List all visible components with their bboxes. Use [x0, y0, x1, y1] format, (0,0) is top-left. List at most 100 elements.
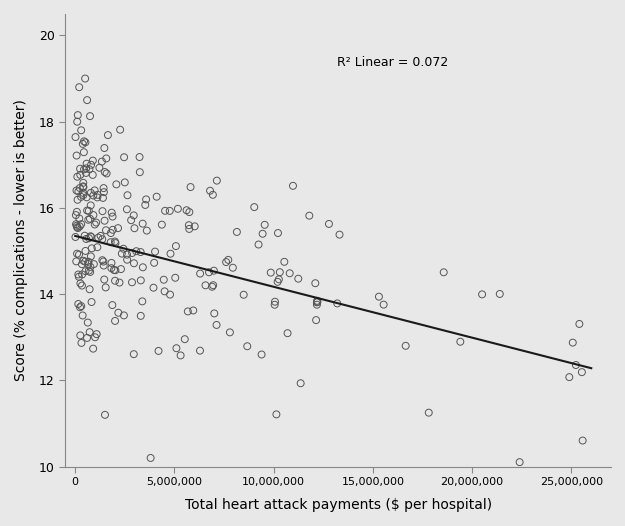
Point	[100, 168, 110, 176]
Point	[101, 226, 111, 235]
Point	[86, 252, 96, 260]
Point	[110, 317, 120, 325]
Point	[81, 164, 91, 173]
Point	[136, 276, 146, 285]
Point	[106, 264, 116, 272]
Point	[257, 350, 267, 359]
Point	[85, 268, 95, 276]
Point	[209, 309, 219, 318]
Point	[324, 220, 334, 228]
Point	[88, 156, 98, 165]
Text: R² Linear = 0.072: R² Linear = 0.072	[338, 56, 449, 68]
Point	[120, 178, 130, 187]
Point	[84, 234, 94, 242]
Point	[138, 219, 148, 228]
Point	[79, 137, 89, 146]
Point	[73, 300, 83, 308]
Point	[271, 410, 281, 419]
Point	[73, 270, 83, 279]
Point	[312, 300, 322, 309]
Point	[184, 208, 194, 216]
Point	[89, 260, 99, 268]
Point	[176, 351, 186, 360]
Point	[116, 265, 126, 274]
Point	[312, 298, 322, 307]
Point	[99, 275, 109, 284]
Point	[439, 268, 449, 277]
Point	[221, 258, 231, 266]
Point	[165, 207, 175, 215]
Point	[77, 260, 87, 268]
Point	[223, 256, 233, 264]
Point	[183, 307, 193, 316]
Point	[212, 176, 222, 185]
Point	[87, 244, 97, 252]
Point	[288, 181, 298, 190]
Point	[91, 218, 101, 227]
Point	[78, 257, 88, 265]
Point	[99, 217, 109, 225]
Point	[127, 249, 137, 257]
Point	[239, 290, 249, 299]
Point	[170, 274, 180, 282]
Point	[82, 333, 92, 342]
Point	[86, 189, 96, 197]
Point	[312, 298, 322, 306]
Point	[98, 194, 108, 202]
Point	[71, 220, 81, 228]
Point	[159, 287, 169, 296]
Point	[73, 111, 83, 119]
Point	[111, 239, 121, 247]
Point	[76, 279, 86, 288]
Point	[282, 329, 292, 337]
Point	[136, 248, 146, 256]
Point	[332, 299, 342, 308]
Point	[209, 267, 219, 275]
Point	[72, 249, 82, 258]
Point	[84, 207, 94, 215]
Point	[75, 222, 85, 230]
Point	[204, 268, 214, 277]
Point	[180, 335, 190, 343]
Point	[207, 282, 217, 291]
Point	[311, 316, 321, 325]
Point	[78, 183, 88, 191]
Point	[90, 333, 100, 341]
Point	[106, 229, 116, 237]
Point	[99, 144, 109, 152]
Point	[254, 240, 264, 249]
Point	[81, 247, 91, 255]
Point	[374, 292, 384, 301]
Point	[138, 297, 148, 306]
Point	[102, 169, 112, 178]
Point	[119, 311, 129, 320]
Point	[75, 184, 85, 192]
Point	[279, 258, 289, 266]
Point	[84, 258, 94, 266]
Point	[72, 196, 82, 204]
Point	[190, 222, 200, 230]
Point	[165, 290, 175, 299]
Point	[274, 275, 284, 284]
Point	[157, 220, 167, 229]
Point	[258, 229, 268, 238]
Point	[79, 165, 89, 174]
Point	[242, 342, 252, 350]
Point	[273, 229, 283, 237]
Point	[150, 247, 160, 256]
Point	[71, 133, 81, 141]
Point	[90, 220, 100, 229]
Point	[83, 216, 93, 224]
Point	[115, 126, 125, 134]
Point	[74, 250, 84, 259]
Point	[205, 187, 215, 195]
Point	[74, 83, 84, 92]
X-axis label: Total heart attack payments ($ per hospital): Total heart attack payments ($ per hospi…	[184, 498, 492, 512]
Point	[424, 409, 434, 417]
Point	[76, 339, 86, 347]
Point	[86, 262, 96, 271]
Point	[89, 186, 99, 195]
Point	[78, 311, 88, 320]
Point	[228, 264, 238, 272]
Point	[106, 259, 116, 267]
